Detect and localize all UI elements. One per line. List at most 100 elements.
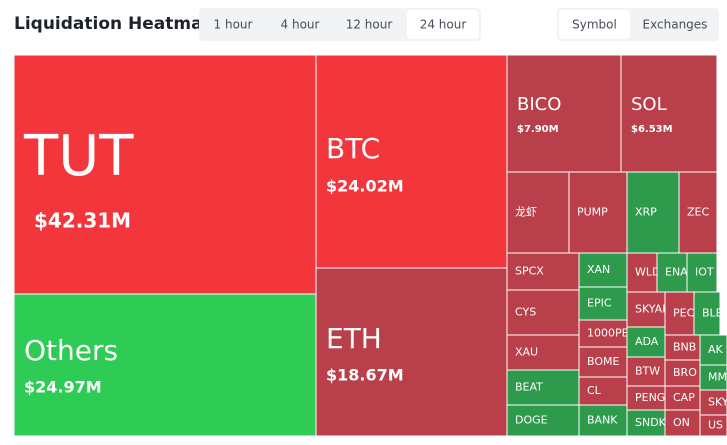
tile[interactable] <box>578 252 628 288</box>
tile-text: DOGE <box>515 414 548 427</box>
view-tab-label[interactable]: Exchanges <box>643 18 708 32</box>
tile-text: ZEC <box>687 206 709 219</box>
tile-label: BICO <box>517 94 561 115</box>
tile-text: Others $24.97M <box>24 334 118 397</box>
tile[interactable] <box>578 376 628 406</box>
tile-text: 1000PE <box>587 327 629 340</box>
tile-text: CL <box>587 384 602 397</box>
tile-label: ETH <box>326 322 382 355</box>
tile-text: SPCX <box>515 265 544 278</box>
tile[interactable] <box>13 54 317 295</box>
tile-value: $24.97M <box>24 378 102 397</box>
tile-text: PUMP <box>577 206 608 219</box>
tile-text: BOME <box>587 355 620 368</box>
tile-label: XRP <box>635 206 657 219</box>
tile-text: BICO $7.90M <box>517 94 561 135</box>
tile-text: BANK <box>587 414 618 427</box>
tile[interactable] <box>664 385 701 411</box>
tile-text: TUT $42.31M <box>23 124 134 232</box>
tile-text: XAU <box>515 346 538 359</box>
tile[interactable] <box>578 319 628 348</box>
tile-text: CYS <box>515 306 536 319</box>
tile-text: XAN <box>587 263 610 276</box>
tile[interactable] <box>626 356 666 387</box>
tile-label: BNB <box>673 341 696 354</box>
tile[interactable] <box>626 291 666 328</box>
time-tab-label[interactable]: 24 hour <box>420 18 467 32</box>
tile[interactable] <box>678 171 718 254</box>
time-tab-label[interactable]: 12 hour <box>346 18 393 32</box>
tile-text: SKYAI <box>635 303 665 316</box>
tile-text: BRO <box>673 366 697 379</box>
tile[interactable] <box>699 414 727 437</box>
tile[interactable] <box>506 171 570 254</box>
tile-label: DOGE <box>515 414 548 427</box>
tile-label: ADA <box>635 335 659 348</box>
tile[interactable] <box>626 326 666 358</box>
tile-text: 龙虾 <box>515 206 537 219</box>
tile-label: BLE <box>702 307 723 320</box>
tile[interactable] <box>626 171 680 254</box>
tile-label: EPIC <box>587 297 612 310</box>
time-tab[interactable] <box>407 10 479 39</box>
view-tab[interactable] <box>559 10 630 39</box>
tile-label: CAP <box>673 391 695 404</box>
tile-value: $7.90M <box>517 124 559 135</box>
time-tab-label[interactable]: 4 hour <box>281 18 320 32</box>
tile-label: US <box>708 419 723 432</box>
tile-text: BEAT <box>515 381 543 394</box>
tile[interactable] <box>506 54 622 173</box>
tile-text: MM <box>708 371 727 384</box>
view-tab-label[interactable]: Symbol <box>572 18 617 32</box>
time-tab-label[interactable]: 1 hour <box>214 18 253 32</box>
tile-text: WLD <box>635 266 660 279</box>
tile-text: IOT <box>695 266 714 279</box>
tile-text: ON <box>673 416 690 429</box>
tile-label: AK <box>708 343 724 356</box>
tile-label: 龙虾 <box>515 206 537 219</box>
tile[interactable] <box>506 404 580 437</box>
tile-label: WLD <box>635 266 660 279</box>
tile-text: US <box>708 419 723 432</box>
tile-label: CL <box>587 384 602 397</box>
tile-text: ADA <box>635 335 659 348</box>
tile[interactable] <box>620 54 718 173</box>
tile-label: PUMP <box>577 206 608 219</box>
tile[interactable] <box>506 369 580 406</box>
tile-text: ETH $18.67M <box>326 322 404 385</box>
tile-label: BRO <box>673 366 697 379</box>
tile-label: ON <box>673 416 690 429</box>
tile[interactable] <box>315 54 508 269</box>
tile-text: SNDK <box>635 416 667 429</box>
tile-label: SPCX <box>515 265 544 278</box>
tile-label: ENA <box>665 266 688 279</box>
tile[interactable] <box>626 252 658 293</box>
tile[interactable] <box>13 293 317 437</box>
tile-text: XRP <box>635 206 657 219</box>
page-title: Liquidation Heatmap <box>14 14 215 34</box>
tile-text: PENG <box>635 391 665 404</box>
tile-text: SKY <box>708 396 727 409</box>
tile-label: MM <box>708 371 727 384</box>
tile-text: BNB <box>673 341 696 354</box>
tile-label: SKY <box>708 396 727 409</box>
tile-text: CAP <box>673 391 695 404</box>
tile-text: PEC <box>673 307 694 320</box>
tile-label: SKYAI <box>635 303 665 316</box>
tile-text: ENA <box>665 266 688 279</box>
tile-label: ZEC <box>687 206 709 219</box>
tile-text: SOL $6.53M <box>631 94 673 135</box>
tile-label: SNDK <box>635 416 667 429</box>
tile-text: BLE <box>702 307 723 320</box>
tile[interactable] <box>664 291 695 336</box>
tile[interactable] <box>626 385 666 411</box>
tile-text: AK <box>708 343 724 356</box>
tile-value: $6.53M <box>631 124 673 135</box>
tile-label: TUT <box>23 124 134 189</box>
tile-label: BEAT <box>515 381 543 394</box>
tile-label: 1000PE <box>587 327 629 340</box>
tile[interactable] <box>315 267 508 437</box>
tile[interactable] <box>568 171 628 254</box>
